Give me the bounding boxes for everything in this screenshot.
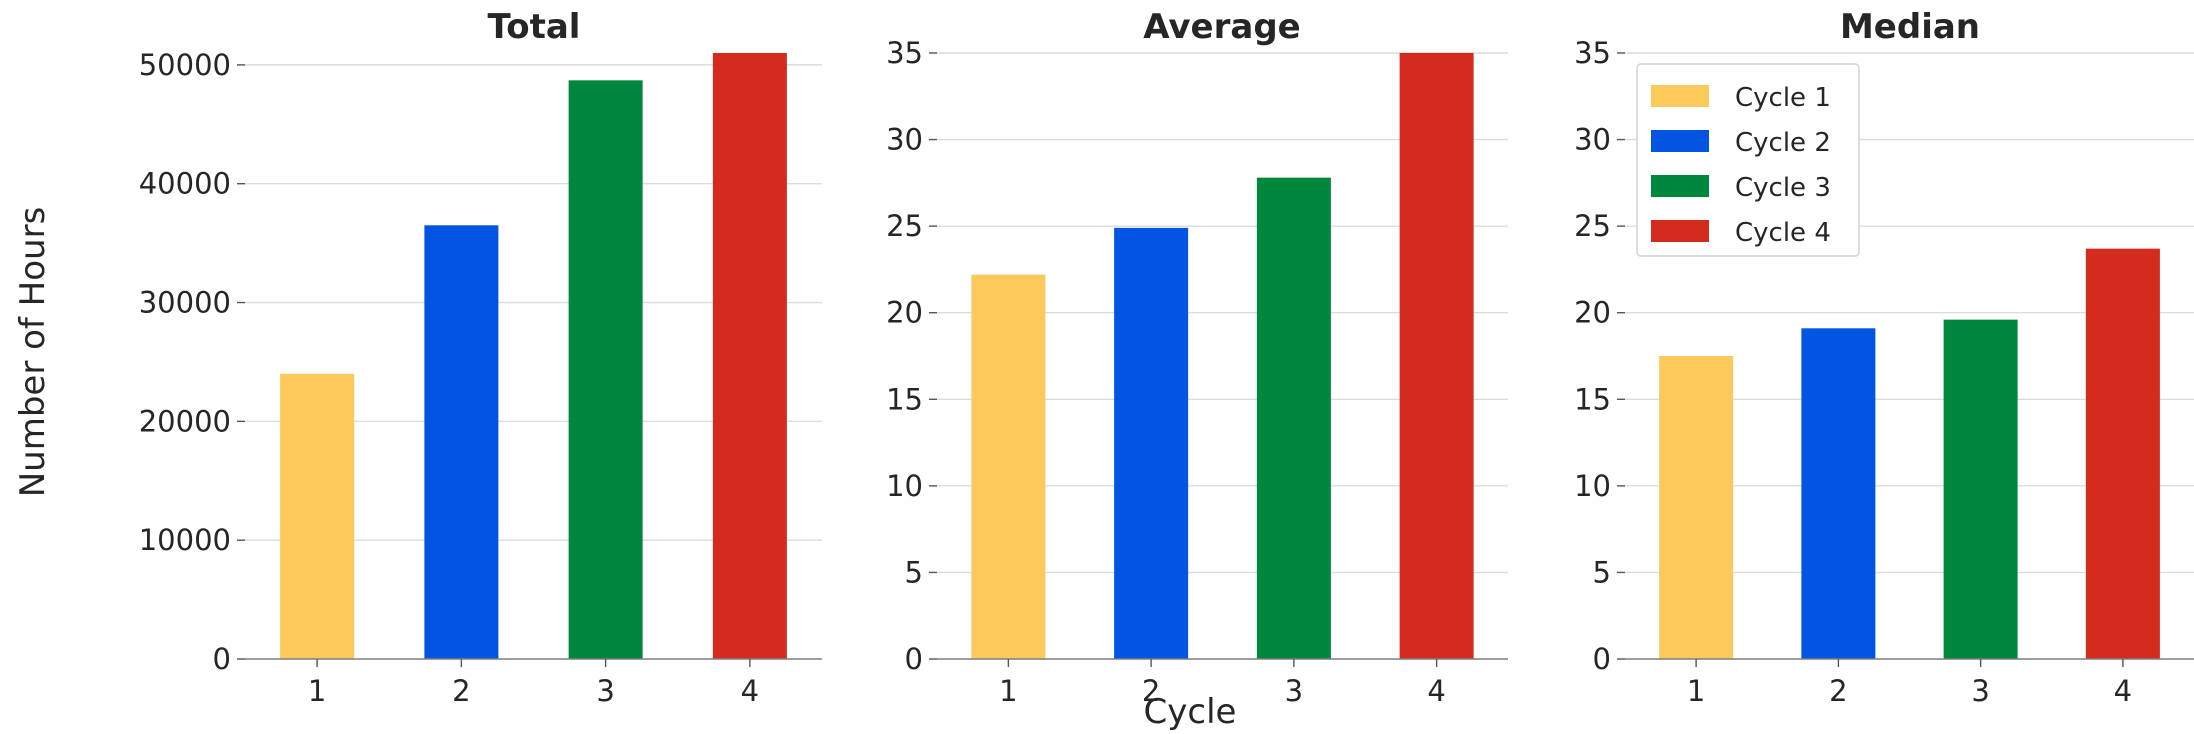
y-tick-label: 0 xyxy=(213,642,231,676)
x-tick-label: 3 xyxy=(1971,674,1989,708)
x-axis-label: Cycle xyxy=(1144,692,1237,732)
y-tick-label: 30000 xyxy=(139,286,231,320)
x-tick-label: 2 xyxy=(1142,674,1160,708)
y-tick-label: 10 xyxy=(886,469,923,503)
x-tick-label: 4 xyxy=(2114,674,2132,708)
panel-title: Total xyxy=(488,7,581,47)
x-tick-label: 4 xyxy=(741,674,759,708)
bar-median-cycle-3 xyxy=(1943,319,2018,659)
legend-label: Cycle 2 xyxy=(1735,128,1831,158)
y-tick-label: 5 xyxy=(905,555,923,589)
bar-average-cycle-3 xyxy=(1256,177,1331,660)
y-tick-label: 35 xyxy=(1574,36,1611,70)
bar-average-cycle-2 xyxy=(1114,227,1189,660)
y-tick-label: 0 xyxy=(1593,642,1611,676)
y-tick-label: 40000 xyxy=(139,167,231,201)
y-tick-label: 20 xyxy=(886,296,923,330)
legend: Cycle 1 Cycle 2 Cycle 3 Cycle 4 xyxy=(1636,63,1860,257)
bar-average-cycle-4 xyxy=(1399,53,1474,659)
panel-title: Average xyxy=(1143,7,1300,47)
legend-swatch xyxy=(1651,220,1709,242)
panel-average: 0 5 10 15 20 25 30 35 1 2 3 4 Average xyxy=(886,7,1508,708)
y-tick-label: 25 xyxy=(1574,209,1611,243)
y-tick-label: 15 xyxy=(1574,382,1611,416)
x-tick-label: 1 xyxy=(308,674,326,708)
y-tick-label: 20000 xyxy=(139,404,231,438)
y-tick-label: 10 xyxy=(1574,469,1611,503)
legend-label: Cycle 3 xyxy=(1735,173,1831,203)
bar-median-cycle-2 xyxy=(1801,328,1876,659)
panel-total: 0 10000 20000 30000 40000 50000 1 2 3 4 Total xyxy=(139,7,822,708)
legend-label: Cycle 1 xyxy=(1735,83,1831,113)
y-tick-label: 0 xyxy=(905,642,923,676)
y-tick-label: 25 xyxy=(886,209,923,243)
y-tick-label: 30 xyxy=(1574,123,1611,157)
y-tick-label: 20 xyxy=(1574,296,1611,330)
x-tick-label: 3 xyxy=(596,674,614,708)
y-tick-label: 35 xyxy=(886,36,923,70)
bar-total-cycle-4 xyxy=(712,53,787,659)
x-tick-label: 4 xyxy=(1427,674,1445,708)
panel-title: Median xyxy=(1840,7,1980,47)
y-tick-label: 10000 xyxy=(139,523,231,557)
y-tick-label: 50000 xyxy=(139,48,231,82)
bar-median-cycle-4 xyxy=(2085,248,2160,659)
legend-label: Cycle 4 xyxy=(1735,218,1831,248)
legend-swatch xyxy=(1651,85,1709,107)
bar-total-cycle-2 xyxy=(424,225,499,659)
bar-total-cycle-1 xyxy=(280,373,355,659)
y-tick-label: 30 xyxy=(886,123,923,157)
y-tick-label: 15 xyxy=(886,382,923,416)
legend-swatch xyxy=(1651,130,1709,152)
bar-average-cycle-1 xyxy=(971,274,1046,659)
bar-total-cycle-3 xyxy=(568,80,643,660)
y-tick-label: 5 xyxy=(1593,555,1611,589)
x-tick-label: 3 xyxy=(1285,674,1303,708)
legend-box xyxy=(1636,63,1860,257)
bar-median-cycle-1 xyxy=(1659,356,1734,659)
y-axis-label: Number of Hours xyxy=(13,207,53,498)
legend-swatch xyxy=(1651,175,1709,197)
x-tick-label: 1 xyxy=(1687,674,1705,708)
x-tick-label: 2 xyxy=(1829,674,1847,708)
panel-median: 0 5 10 15 20 25 30 35 1 2 3 4 Median xyxy=(1574,7,2194,708)
x-tick-label: 1 xyxy=(999,674,1017,708)
x-tick-label: 2 xyxy=(452,674,470,708)
